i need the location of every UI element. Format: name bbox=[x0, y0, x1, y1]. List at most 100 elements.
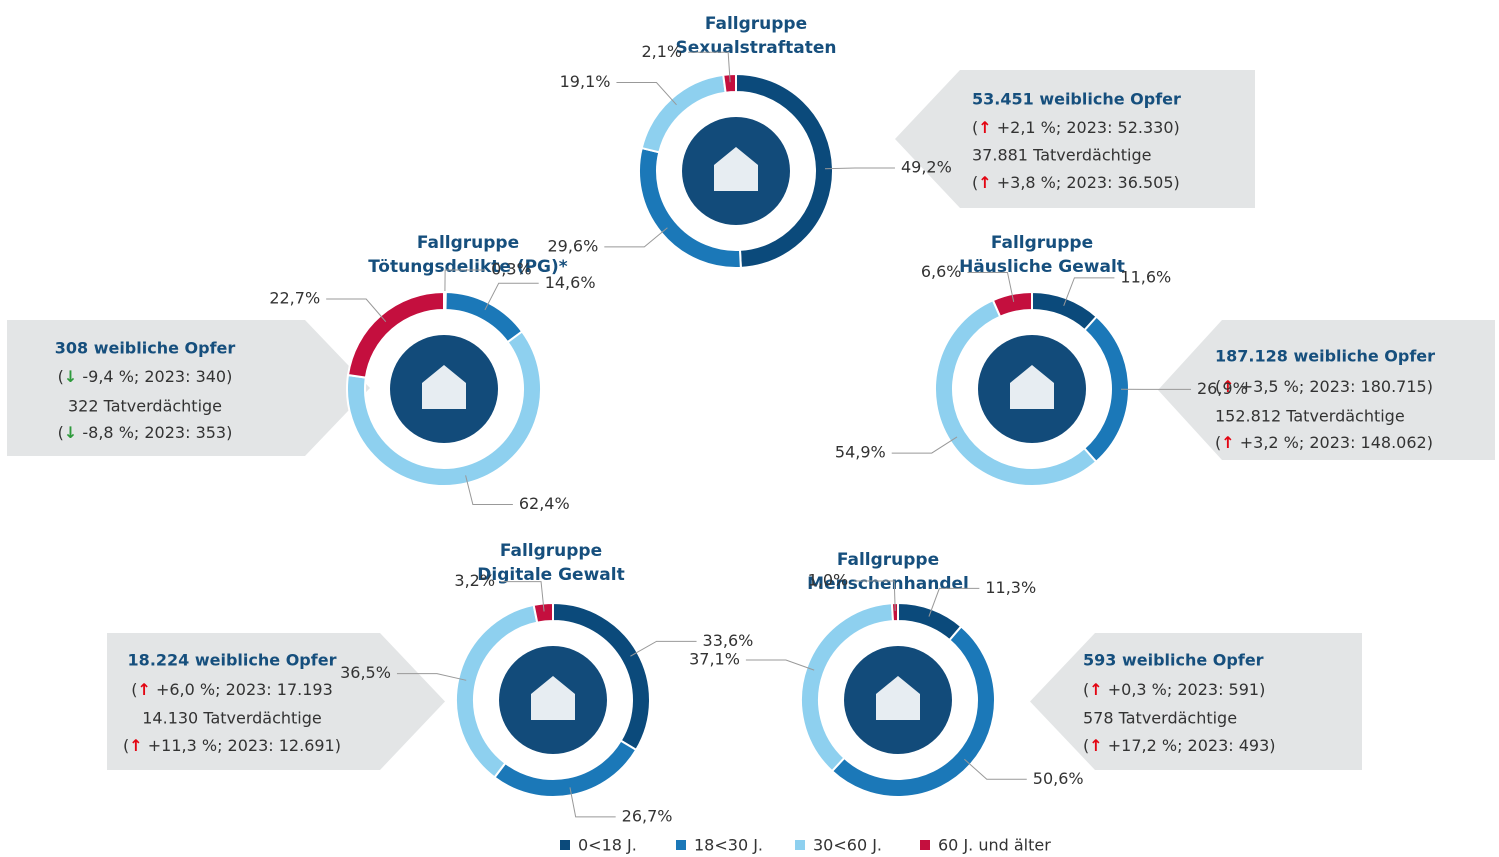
info-suspects: 322 Tatverdächtige bbox=[68, 397, 222, 416]
chart-title: Fallgruppe bbox=[837, 550, 939, 570]
leader-line bbox=[854, 580, 896, 612]
info-part: +17,2 %; 2023: 493) bbox=[1103, 736, 1276, 755]
leader-line bbox=[396, 673, 467, 681]
info-part: ↑ bbox=[1221, 433, 1234, 452]
leader-line bbox=[616, 81, 677, 106]
chart-title: Häusliche Gewalt bbox=[959, 257, 1125, 277]
data-label: 33,6% bbox=[703, 631, 754, 650]
leader-line bbox=[604, 227, 668, 248]
info-suspects: 14.130 Tatverdächtige bbox=[142, 709, 322, 728]
data-label: 19,1% bbox=[560, 72, 611, 91]
data-label: 11,3% bbox=[985, 578, 1036, 597]
info-change: (↓ -9,4 %; 2023: 340) bbox=[58, 367, 233, 386]
legend-label: 30<60 J. bbox=[813, 836, 882, 855]
info-suspects: 578 Tatverdächtige bbox=[1083, 709, 1237, 728]
leader-line bbox=[891, 436, 958, 454]
chart-title: Menschenhandel bbox=[807, 574, 969, 594]
info-part: +2,1 %; 2023: 52.330) bbox=[992, 118, 1180, 137]
info-change: (↑ +6,0 %; 2023: 17.193 bbox=[131, 680, 333, 699]
info-part: +0,3 %; 2023: 591) bbox=[1103, 680, 1266, 699]
donut-segment bbox=[897, 601, 963, 642]
leader-line bbox=[326, 298, 387, 323]
info-part: ↓ bbox=[64, 367, 77, 386]
info-part: -9,4 %; 2023: 340) bbox=[77, 367, 232, 386]
data-label: 1,0% bbox=[808, 571, 849, 590]
info-part: ( bbox=[1215, 377, 1221, 396]
info-part: +6,0 %; 2023: 17.193 bbox=[151, 680, 333, 699]
data-label: 22,7% bbox=[269, 288, 320, 307]
info-change: (↓ -8,8 %; 2023: 353) bbox=[58, 423, 233, 442]
info-box bbox=[895, 70, 1255, 208]
data-label: 3,2% bbox=[454, 571, 495, 590]
info-box bbox=[1158, 320, 1495, 460]
info-part: ↓ bbox=[64, 423, 77, 442]
info-change: (↑ +3,5 %; 2023: 180.715) bbox=[1215, 377, 1433, 396]
data-label: 29,6% bbox=[547, 236, 598, 255]
info-suspects: 152.812 Tatverdächtige bbox=[1215, 407, 1405, 426]
leader-line bbox=[967, 272, 1015, 303]
data-label: 37,1% bbox=[689, 650, 740, 669]
info-part: ↑ bbox=[1089, 680, 1102, 699]
info-part: ↑ bbox=[1221, 377, 1234, 396]
legend-swatch bbox=[795, 840, 805, 850]
info-part: ↑ bbox=[978, 173, 991, 192]
donut-segment bbox=[1031, 290, 1099, 332]
icon bbox=[422, 365, 466, 409]
donut-segment bbox=[444, 290, 524, 344]
chart-title: Fallgruppe bbox=[991, 233, 1093, 253]
info-part: ( bbox=[1083, 736, 1089, 755]
info-box bbox=[7, 320, 370, 456]
info-victims: 53.451 weibliche Opfer bbox=[972, 90, 1181, 109]
leader-line bbox=[928, 587, 980, 617]
leader-line bbox=[484, 282, 539, 311]
data-label: 36,5% bbox=[340, 663, 391, 682]
data-label: 11,6% bbox=[1120, 267, 1171, 286]
data-label: 6,6% bbox=[921, 262, 962, 281]
donut-segment bbox=[722, 72, 737, 94]
info-part: ( bbox=[1083, 680, 1089, 699]
info-part: ↑ bbox=[129, 736, 142, 755]
leader-line bbox=[745, 659, 815, 671]
legend-swatch bbox=[560, 840, 570, 850]
leader-line bbox=[501, 581, 545, 612]
data-label: 50,6% bbox=[1033, 769, 1084, 788]
info-change: (↑ +2,1 %; 2023: 52.330) bbox=[972, 118, 1180, 137]
icon bbox=[531, 676, 575, 720]
info-part: ( bbox=[131, 680, 137, 699]
data-label: 54,9% bbox=[835, 443, 886, 462]
chart-title: Fallgruppe bbox=[500, 541, 602, 561]
info-change: (↑ +3,2 %; 2023: 148.062) bbox=[1215, 433, 1433, 452]
info-victims: 308 weibliche Opfer bbox=[55, 339, 236, 358]
legend-label: 60 J. und älter bbox=[938, 836, 1051, 855]
info-part: ↑ bbox=[978, 118, 991, 137]
info-change: (↑ +0,3 %; 2023: 591) bbox=[1083, 680, 1265, 699]
info-box bbox=[1030, 633, 1362, 770]
data-label: 26,9% bbox=[1197, 379, 1248, 398]
info-change: (↑ +3,8 %; 2023: 36.505) bbox=[972, 173, 1180, 192]
icon bbox=[714, 147, 758, 191]
chart-title: Tötungsdelikte (PG)* bbox=[368, 257, 567, 277]
chart-title: Fallgruppe bbox=[705, 14, 807, 34]
leader-line bbox=[824, 167, 895, 170]
info-part: ( bbox=[123, 736, 129, 755]
info-part: ( bbox=[58, 423, 64, 442]
info-part: ( bbox=[58, 367, 64, 386]
chart-title: Fallgruppe bbox=[417, 233, 519, 253]
info-part: ( bbox=[972, 118, 978, 137]
icon bbox=[876, 676, 920, 720]
legend-swatch bbox=[920, 840, 930, 850]
leader-line bbox=[1063, 277, 1115, 307]
data-label: 49,2% bbox=[901, 158, 952, 177]
info-change: (↑ +11,3 %; 2023: 12.691) bbox=[123, 736, 341, 755]
data-label: 0,3% bbox=[491, 260, 532, 279]
info-box bbox=[107, 633, 445, 770]
data-label: 2,1% bbox=[641, 42, 682, 61]
data-label: 62,4% bbox=[519, 494, 570, 513]
info-victims: 593 weibliche Opfer bbox=[1083, 651, 1264, 670]
data-label: 26,7% bbox=[622, 806, 673, 825]
icon bbox=[1010, 365, 1054, 409]
info-part: +3,5 %; 2023: 180.715) bbox=[1235, 377, 1433, 396]
chart-title: Sexualstraftaten bbox=[676, 38, 837, 58]
leader-line bbox=[688, 51, 731, 83]
